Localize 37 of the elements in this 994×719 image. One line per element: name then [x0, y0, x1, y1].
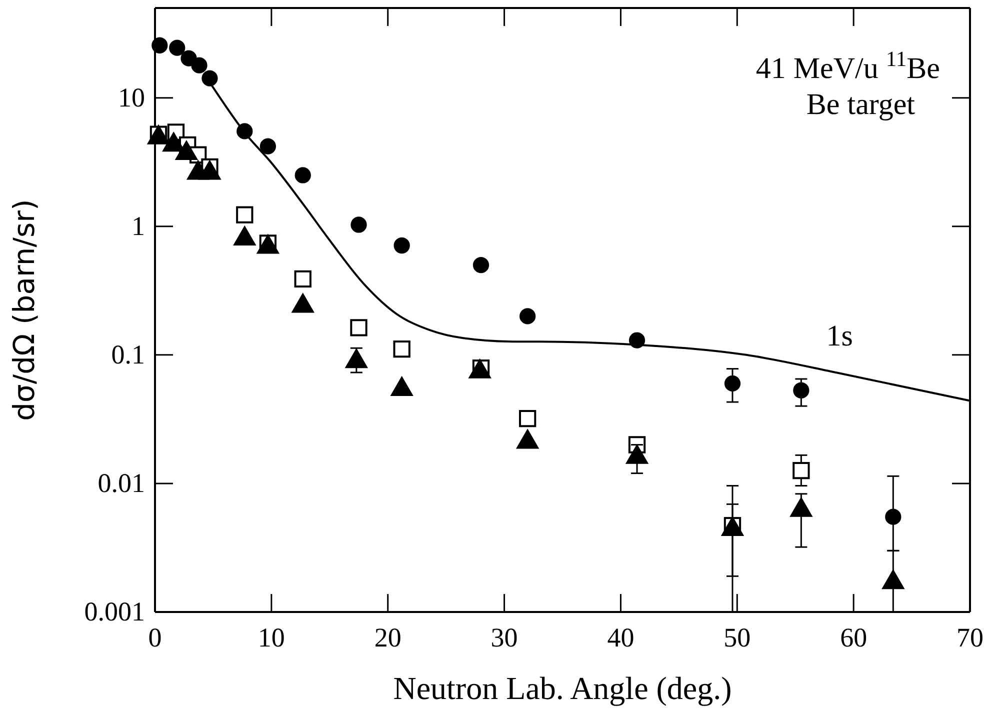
- point: [393, 340, 410, 358]
- point: [294, 167, 311, 184]
- point: [202, 70, 218, 86]
- y-tick-label: 1: [132, 211, 145, 242]
- point: [885, 508, 902, 525]
- point: [191, 57, 208, 74]
- x-tick-label: 40: [607, 622, 634, 652]
- point: [792, 462, 810, 480]
- point: [169, 40, 186, 56]
- annotation: Be target: [806, 88, 916, 121]
- point: [793, 382, 810, 398]
- x-tick-label: 50: [724, 622, 751, 652]
- y-tick-label: 10: [118, 82, 145, 112]
- point: [472, 257, 490, 274]
- y-tick-label: 0.001: [84, 596, 145, 627]
- point: [394, 237, 410, 254]
- point: [724, 375, 741, 392]
- y-tick-label: 0.1: [111, 340, 145, 370]
- y-axis-title: dσ/dΩ (barn/sr): [7, 199, 41, 421]
- x-tick-label: 30: [490, 622, 518, 652]
- series-label: 1s: [826, 319, 853, 352]
- point: [152, 37, 168, 54]
- y-tick-label: 0.01: [98, 468, 145, 498]
- annotation: 41 MeV/u $^{11}$Be: [756, 47, 940, 85]
- point: [236, 206, 254, 224]
- point: [294, 270, 312, 288]
- x-tick-label: 20: [374, 622, 402, 652]
- x-axis-title: Neutron Lab. Angle (deg.): [393, 670, 732, 706]
- x-tick-label: 0: [148, 622, 162, 652]
- x-tick-label: 60: [840, 622, 868, 652]
- point: [260, 138, 276, 154]
- point: [520, 308, 536, 324]
- point: [350, 216, 367, 233]
- x-tick-label: 70: [956, 622, 984, 652]
- point: [518, 410, 536, 428]
- point: [350, 319, 368, 336]
- x-tick-label: 10: [258, 622, 285, 652]
